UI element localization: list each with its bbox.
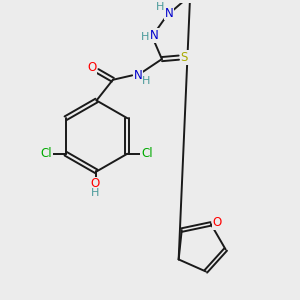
Text: H: H [156, 2, 165, 12]
Text: Cl: Cl [141, 147, 152, 160]
Text: H: H [142, 76, 151, 86]
Text: H: H [140, 32, 149, 42]
Text: H: H [91, 188, 99, 198]
Text: Cl: Cl [40, 147, 52, 160]
Text: O: O [87, 61, 97, 74]
Text: O: O [90, 177, 100, 190]
Text: N: N [150, 29, 159, 42]
Text: S: S [181, 51, 188, 64]
Text: N: N [134, 69, 142, 82]
Text: N: N [165, 7, 174, 20]
Text: O: O [213, 216, 222, 229]
